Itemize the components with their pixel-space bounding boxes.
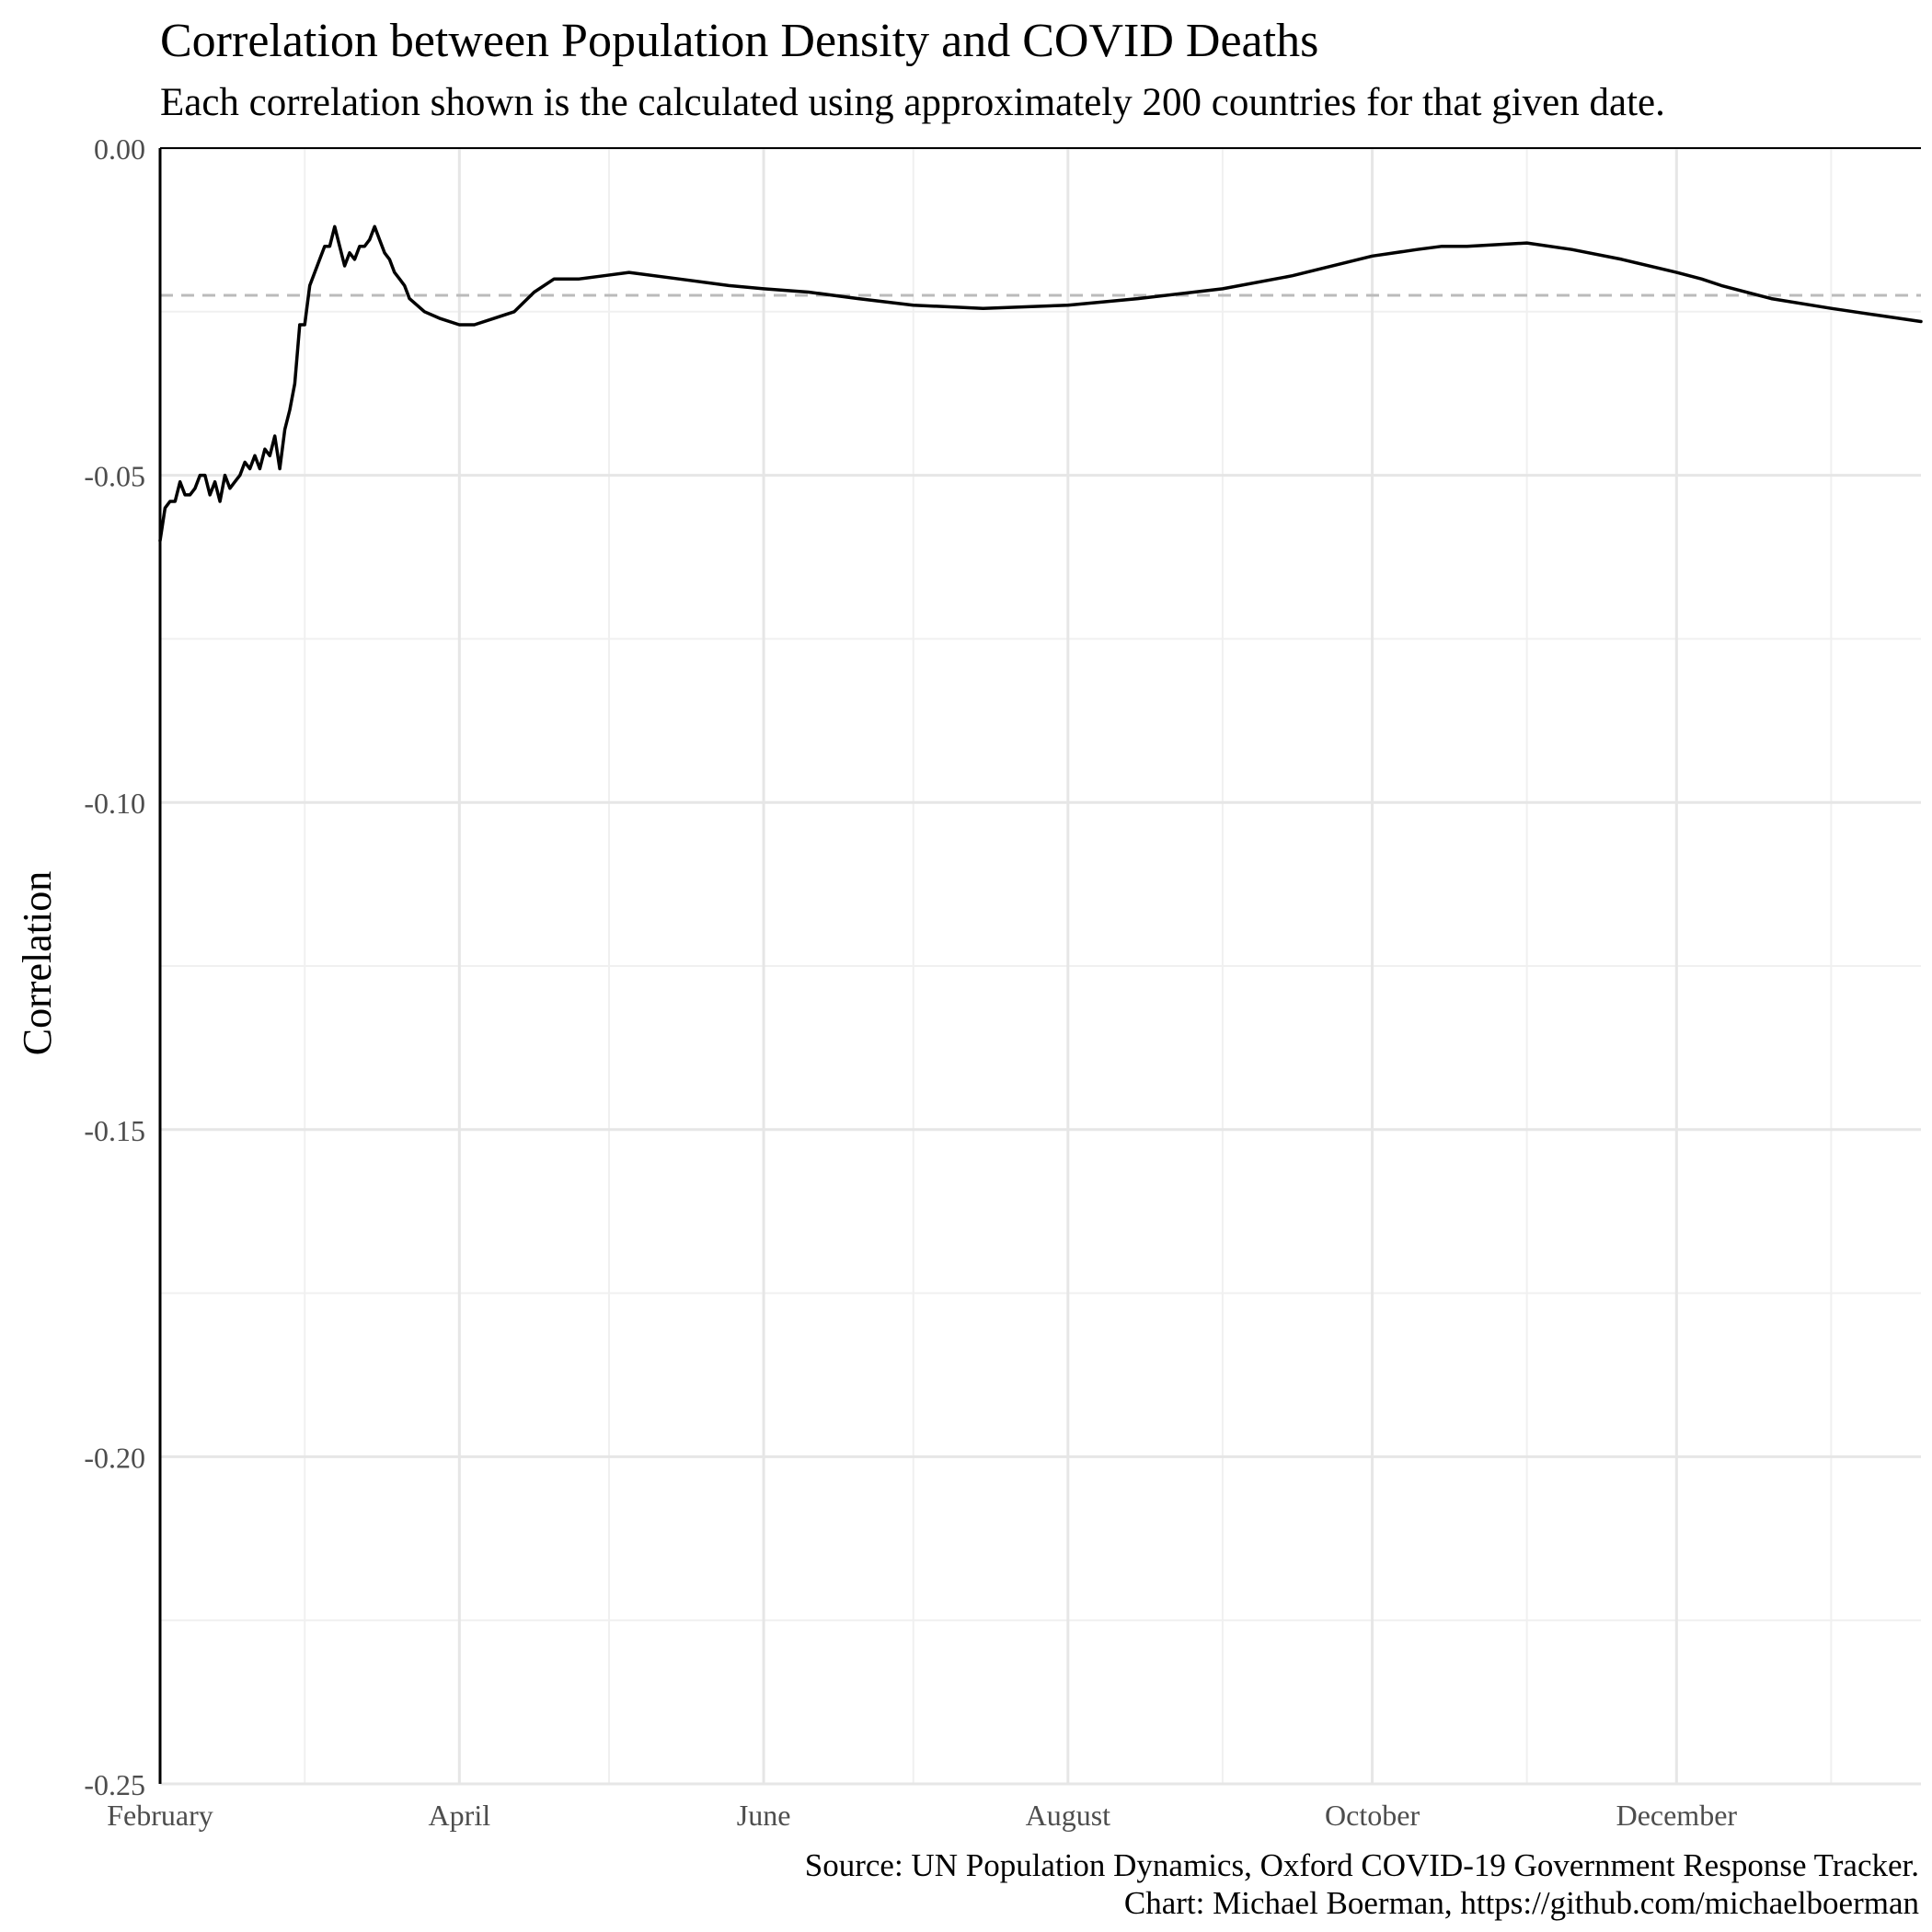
x-tick-label: December: [1616, 1799, 1738, 1832]
x-tick-label: October: [1325, 1799, 1420, 1832]
chart-subtitle: Each correlation shown is the calculated…: [160, 81, 1665, 124]
x-tick-label: August: [1026, 1799, 1111, 1832]
x-tick-label: June: [737, 1799, 791, 1832]
x-tick-label: February: [107, 1799, 213, 1832]
y-tick-label: -0.15: [84, 1114, 145, 1147]
y-tick-label: -0.25: [84, 1768, 145, 1801]
y-axis-title: Correlation: [15, 871, 60, 1055]
x-tick-label: April: [429, 1799, 491, 1832]
caption-source: Source: UN Population Dynamics, Oxford C…: [804, 1847, 1919, 1883]
caption-author: Chart: Michael Boerman, https://github.c…: [1123, 1885, 1919, 1921]
chart-title: Correlation between Population Density a…: [160, 15, 1319, 67]
y-tick-label: -0.10: [84, 787, 145, 820]
y-tick-label: 0.00: [94, 132, 145, 166]
y-tick-label: -0.05: [84, 460, 145, 493]
y-tick-label: -0.20: [84, 1441, 145, 1474]
correlation-line: [158, 224, 1923, 543]
